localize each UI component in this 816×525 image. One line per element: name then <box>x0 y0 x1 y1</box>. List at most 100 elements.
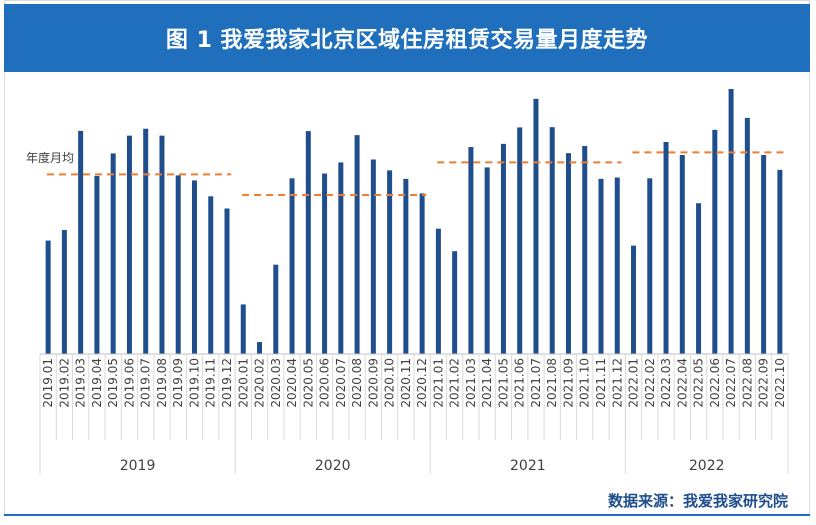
tick-label-2021.11: 2021.11 <box>594 358 608 408</box>
bar-2020.09 <box>370 159 376 354</box>
bar-2020.08 <box>354 135 360 354</box>
bar-2021.01 <box>435 228 441 354</box>
bar-2022.06 <box>712 129 718 354</box>
tick-label-2021.07: 2021.07 <box>529 358 543 408</box>
bar-2021.03 <box>468 147 474 354</box>
tick-label-2022.02: 2022.02 <box>643 358 657 408</box>
bar-2022.05 <box>696 203 702 354</box>
bar-2020.10 <box>387 170 393 354</box>
tick-label-2020.03: 2020.03 <box>269 358 283 408</box>
bar-2019.05 <box>110 153 116 354</box>
tick-label-2020.09: 2020.09 <box>366 358 380 408</box>
bar-2022.01 <box>631 245 637 354</box>
tick-label-2020.11: 2020.11 <box>399 358 413 408</box>
bar-2019.01 <box>45 240 51 354</box>
bar-2021.12 <box>614 177 620 354</box>
bar-2020.03 <box>273 264 279 354</box>
tick-label-2022.03: 2022.03 <box>659 358 673 408</box>
tick-label-2021.02: 2021.02 <box>448 358 462 408</box>
bar-2019.11 <box>208 196 214 354</box>
tick-label-2021.09: 2021.09 <box>561 358 575 408</box>
tick-label-2022.05: 2022.05 <box>692 358 706 408</box>
tick-label-2022.10: 2022.10 <box>773 358 787 408</box>
tick-label-2020.07: 2020.07 <box>334 358 348 408</box>
tick-label-2019.09: 2019.09 <box>171 358 185 408</box>
bar-2020.02 <box>257 342 263 354</box>
tick-label-2019.06: 2019.06 <box>122 358 136 408</box>
bar-2019.12 <box>224 208 230 354</box>
chart-title: 图 1 我爱我家北京区域住房租赁交易量月度走势 <box>165 28 649 53</box>
bar-2019.02 <box>61 229 67 354</box>
tick-label-2019.07: 2019.07 <box>139 358 153 408</box>
tick-label-2019.08: 2019.08 <box>155 358 169 408</box>
bar-2019.09 <box>175 175 181 354</box>
bar-2019.08 <box>159 135 165 354</box>
tick-label-2020.12: 2020.12 <box>415 358 429 408</box>
tick-label-2019.03: 2019.03 <box>74 358 88 408</box>
tick-label-2019.04: 2019.04 <box>90 358 104 408</box>
bar-2021.05 <box>500 143 506 354</box>
tick-label-2021.12: 2021.12 <box>610 358 624 408</box>
bar-2022.04 <box>679 154 685 354</box>
tick-label-2021.01: 2021.01 <box>431 358 445 408</box>
year-label-2021: 2021 <box>510 458 546 474</box>
bar-2020.05 <box>305 131 311 354</box>
bar-2021.06 <box>517 127 523 355</box>
bar-2022.08 <box>744 117 750 354</box>
bar-2021.02 <box>452 251 458 354</box>
bar-2020.01 <box>240 304 246 354</box>
bar-2019.04 <box>94 175 100 354</box>
year-label-2020: 2020 <box>315 458 351 474</box>
tick-label-2019.12: 2019.12 <box>220 358 234 408</box>
title-bar: 图 1 我爱我家北京区域住房租赁交易量月度走势 <box>4 4 810 72</box>
tick-label-2019.01: 2019.01 <box>41 358 55 408</box>
tick-label-2021.05: 2021.05 <box>496 358 510 408</box>
tick-label-2021.06: 2021.06 <box>513 358 527 408</box>
tick-label-2020.10: 2020.10 <box>383 358 397 408</box>
bar-2020.11 <box>403 178 409 354</box>
tick-label-2021.04: 2021.04 <box>480 358 494 408</box>
bottom-rule <box>4 514 810 516</box>
tick-label-2022.01: 2022.01 <box>627 358 641 408</box>
annual-average-label: 年度月均 <box>26 150 74 165</box>
tick-label-2020.02: 2020.02 <box>253 358 267 408</box>
data-source: 数据来源：我爱我家研究院 <box>607 492 788 510</box>
tick-label-2020.08: 2020.08 <box>350 358 364 408</box>
bar-2022.02 <box>647 178 653 354</box>
bar-2019.10 <box>191 180 197 354</box>
bar-2022.07 <box>728 89 734 354</box>
bar-2021.09 <box>565 153 571 354</box>
tick-label-2020.05: 2020.05 <box>301 358 315 408</box>
tick-label-2021.08: 2021.08 <box>545 358 559 408</box>
year-label-2022: 2022 <box>689 458 725 474</box>
bar-2022.03 <box>663 142 669 354</box>
bar-2020.07 <box>338 162 344 354</box>
bar-2022.09 <box>761 154 767 354</box>
tick-label-2022.06: 2022.06 <box>708 358 722 408</box>
tick-label-2022.08: 2022.08 <box>740 358 754 408</box>
year-label-2019: 2019 <box>120 458 156 474</box>
bar-2019.03 <box>78 130 84 354</box>
bar-2021.07 <box>533 98 539 354</box>
bar-2022.10 <box>777 169 783 354</box>
bar-2020.06 <box>322 173 328 354</box>
tick-label-2020.01: 2020.01 <box>236 358 250 408</box>
bar-2020.12 <box>419 193 425 354</box>
bar-2019.06 <box>126 135 132 354</box>
tick-label-2021.10: 2021.10 <box>578 358 592 408</box>
bar-2019.07 <box>143 128 149 354</box>
bar-2021.08 <box>549 127 555 354</box>
bar-2021.10 <box>582 145 588 354</box>
bar-2021.04 <box>484 167 490 354</box>
tick-label-2019.10: 2019.10 <box>187 358 201 408</box>
tick-label-2021.03: 2021.03 <box>464 358 478 408</box>
tick-label-2019.11: 2019.11 <box>204 358 218 408</box>
bar-2021.11 <box>598 178 604 354</box>
tick-label-2022.09: 2022.09 <box>757 358 771 408</box>
tick-label-2022.07: 2022.07 <box>724 358 738 408</box>
tick-label-2019.02: 2019.02 <box>57 358 71 408</box>
tick-label-2020.04: 2020.04 <box>285 358 299 408</box>
tick-label-2020.06: 2020.06 <box>318 358 332 408</box>
tick-label-2019.05: 2019.05 <box>106 358 120 408</box>
